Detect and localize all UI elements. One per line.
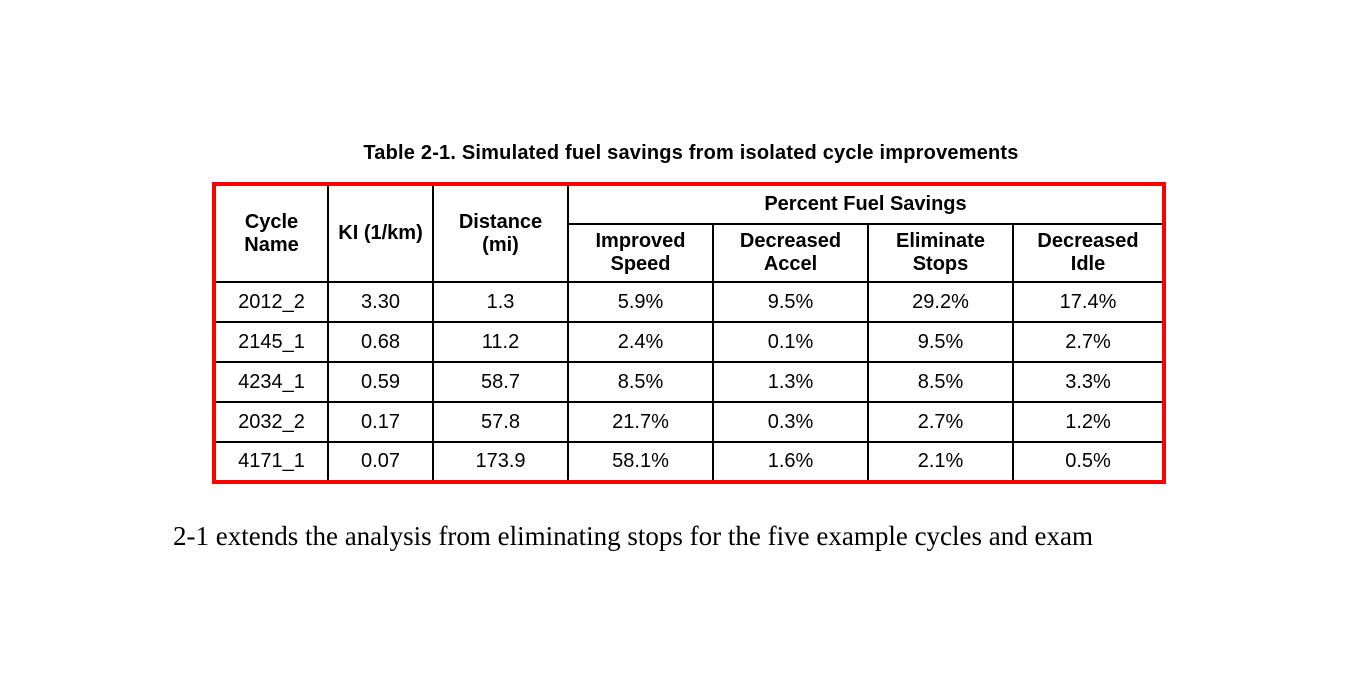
cell-cycle-name: 2032_2 xyxy=(213,401,329,443)
cell-ki: 0.17 xyxy=(327,401,434,443)
cell-improved-speed: 2.4% xyxy=(567,321,714,363)
cell-decreased-idle: 17.4% xyxy=(1012,281,1165,323)
cell-cycle-name: 2145_1 xyxy=(213,321,329,363)
cell-eliminate-stops: 8.5% xyxy=(867,361,1014,403)
cell-cycle-name: 2012_2 xyxy=(213,281,329,323)
cell-cycle-name: 4234_1 xyxy=(213,361,329,403)
cell-cycle-name: 4171_1 xyxy=(213,441,329,483)
cell-decreased-accel: 0.3% xyxy=(712,401,869,443)
table-row: 2145_1 0.68 11.2 2.4% 0.1% 9.5% 2.7% xyxy=(213,321,1165,363)
cell-decreased-idle: 0.5% xyxy=(1012,441,1165,483)
cell-ki: 0.59 xyxy=(327,361,434,403)
table-row: 2012_2 3.30 1.3 5.9% 9.5% 29.2% 17.4% xyxy=(213,281,1165,323)
header-row-top: Cycle Name KI (1/km) Distance (mi) Perce… xyxy=(213,183,1165,283)
table-row: 4171_1 0.07 173.9 58.1% 1.6% 2.1% 0.5% xyxy=(213,441,1165,483)
cell-distance: 1.3 xyxy=(432,281,569,323)
cell-distance: 58.7 xyxy=(432,361,569,403)
fuel-savings-table: Cycle Name KI (1/km) Distance (mi) Perce… xyxy=(212,182,1166,484)
column-header-distance: Distance (mi) xyxy=(432,183,569,283)
cell-eliminate-stops: 9.5% xyxy=(867,321,1014,363)
cell-decreased-idle: 3.3% xyxy=(1012,361,1165,403)
table-caption: Table 2-1. Simulated fuel savings from i… xyxy=(363,142,1019,164)
column-header-eliminate-stops: Eliminate Stops xyxy=(867,223,1014,283)
column-header-decreased-accel: Decreased Accel xyxy=(712,223,869,283)
cell-ki: 3.30 xyxy=(327,281,434,323)
column-header-cycle-name: Cycle Name xyxy=(213,183,329,283)
cell-improved-speed: 5.9% xyxy=(567,281,714,323)
cell-ki: 0.68 xyxy=(327,321,434,363)
cell-decreased-idle: 2.7% xyxy=(1012,321,1165,363)
column-header-improved-speed: Improved Speed xyxy=(567,223,714,283)
table-row: 2032_2 0.17 57.8 21.7% 0.3% 2.7% 1.2% xyxy=(213,401,1165,443)
body-text: 2-1 extends the analysis from eliminatin… xyxy=(173,521,1093,551)
cell-decreased-accel: 1.3% xyxy=(712,361,869,403)
cell-improved-speed: 8.5% xyxy=(567,361,714,403)
table-row: 4234_1 0.59 58.7 8.5% 1.3% 8.5% 3.3% xyxy=(213,361,1165,403)
header-row-sub: Improved Speed Decreased Accel Eliminate… xyxy=(214,223,1165,283)
cell-decreased-accel: 0.1% xyxy=(712,321,869,363)
cell-distance: 11.2 xyxy=(432,321,569,363)
column-header-ki: KI (1/km) xyxy=(327,183,434,283)
cell-improved-speed: 58.1% xyxy=(567,441,714,483)
cell-improved-speed: 21.7% xyxy=(567,401,714,443)
cell-eliminate-stops: 2.7% xyxy=(867,401,1014,443)
cell-ki: 0.07 xyxy=(327,441,434,483)
cell-decreased-accel: 1.6% xyxy=(712,441,869,483)
cell-decreased-idle: 1.2% xyxy=(1012,401,1165,443)
cell-distance: 57.8 xyxy=(432,401,569,443)
cell-distance: 173.9 xyxy=(432,441,569,483)
column-header-decreased-idle: Decreased Idle xyxy=(1012,223,1165,283)
cell-decreased-accel: 9.5% xyxy=(712,281,869,323)
group-header-percent-fuel-savings: Percent Fuel Savings xyxy=(567,183,1165,225)
cell-eliminate-stops: 29.2% xyxy=(867,281,1014,323)
cell-eliminate-stops: 2.1% xyxy=(867,441,1014,483)
